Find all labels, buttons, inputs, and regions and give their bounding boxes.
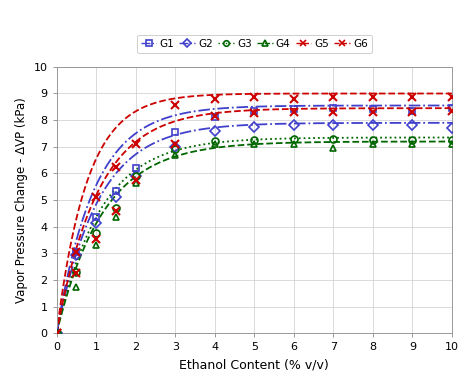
Y-axis label: Vapor Pressure Change - ΔVP (kPa): Vapor Pressure Change - ΔVP (kPa) xyxy=(15,97,28,303)
Legend: G1, G2, G3, G4, G5, G6: G1, G2, G3, G4, G5, G6 xyxy=(137,35,372,53)
X-axis label: Ethanol Content (% v/v): Ethanol Content (% v/v) xyxy=(180,358,329,371)
